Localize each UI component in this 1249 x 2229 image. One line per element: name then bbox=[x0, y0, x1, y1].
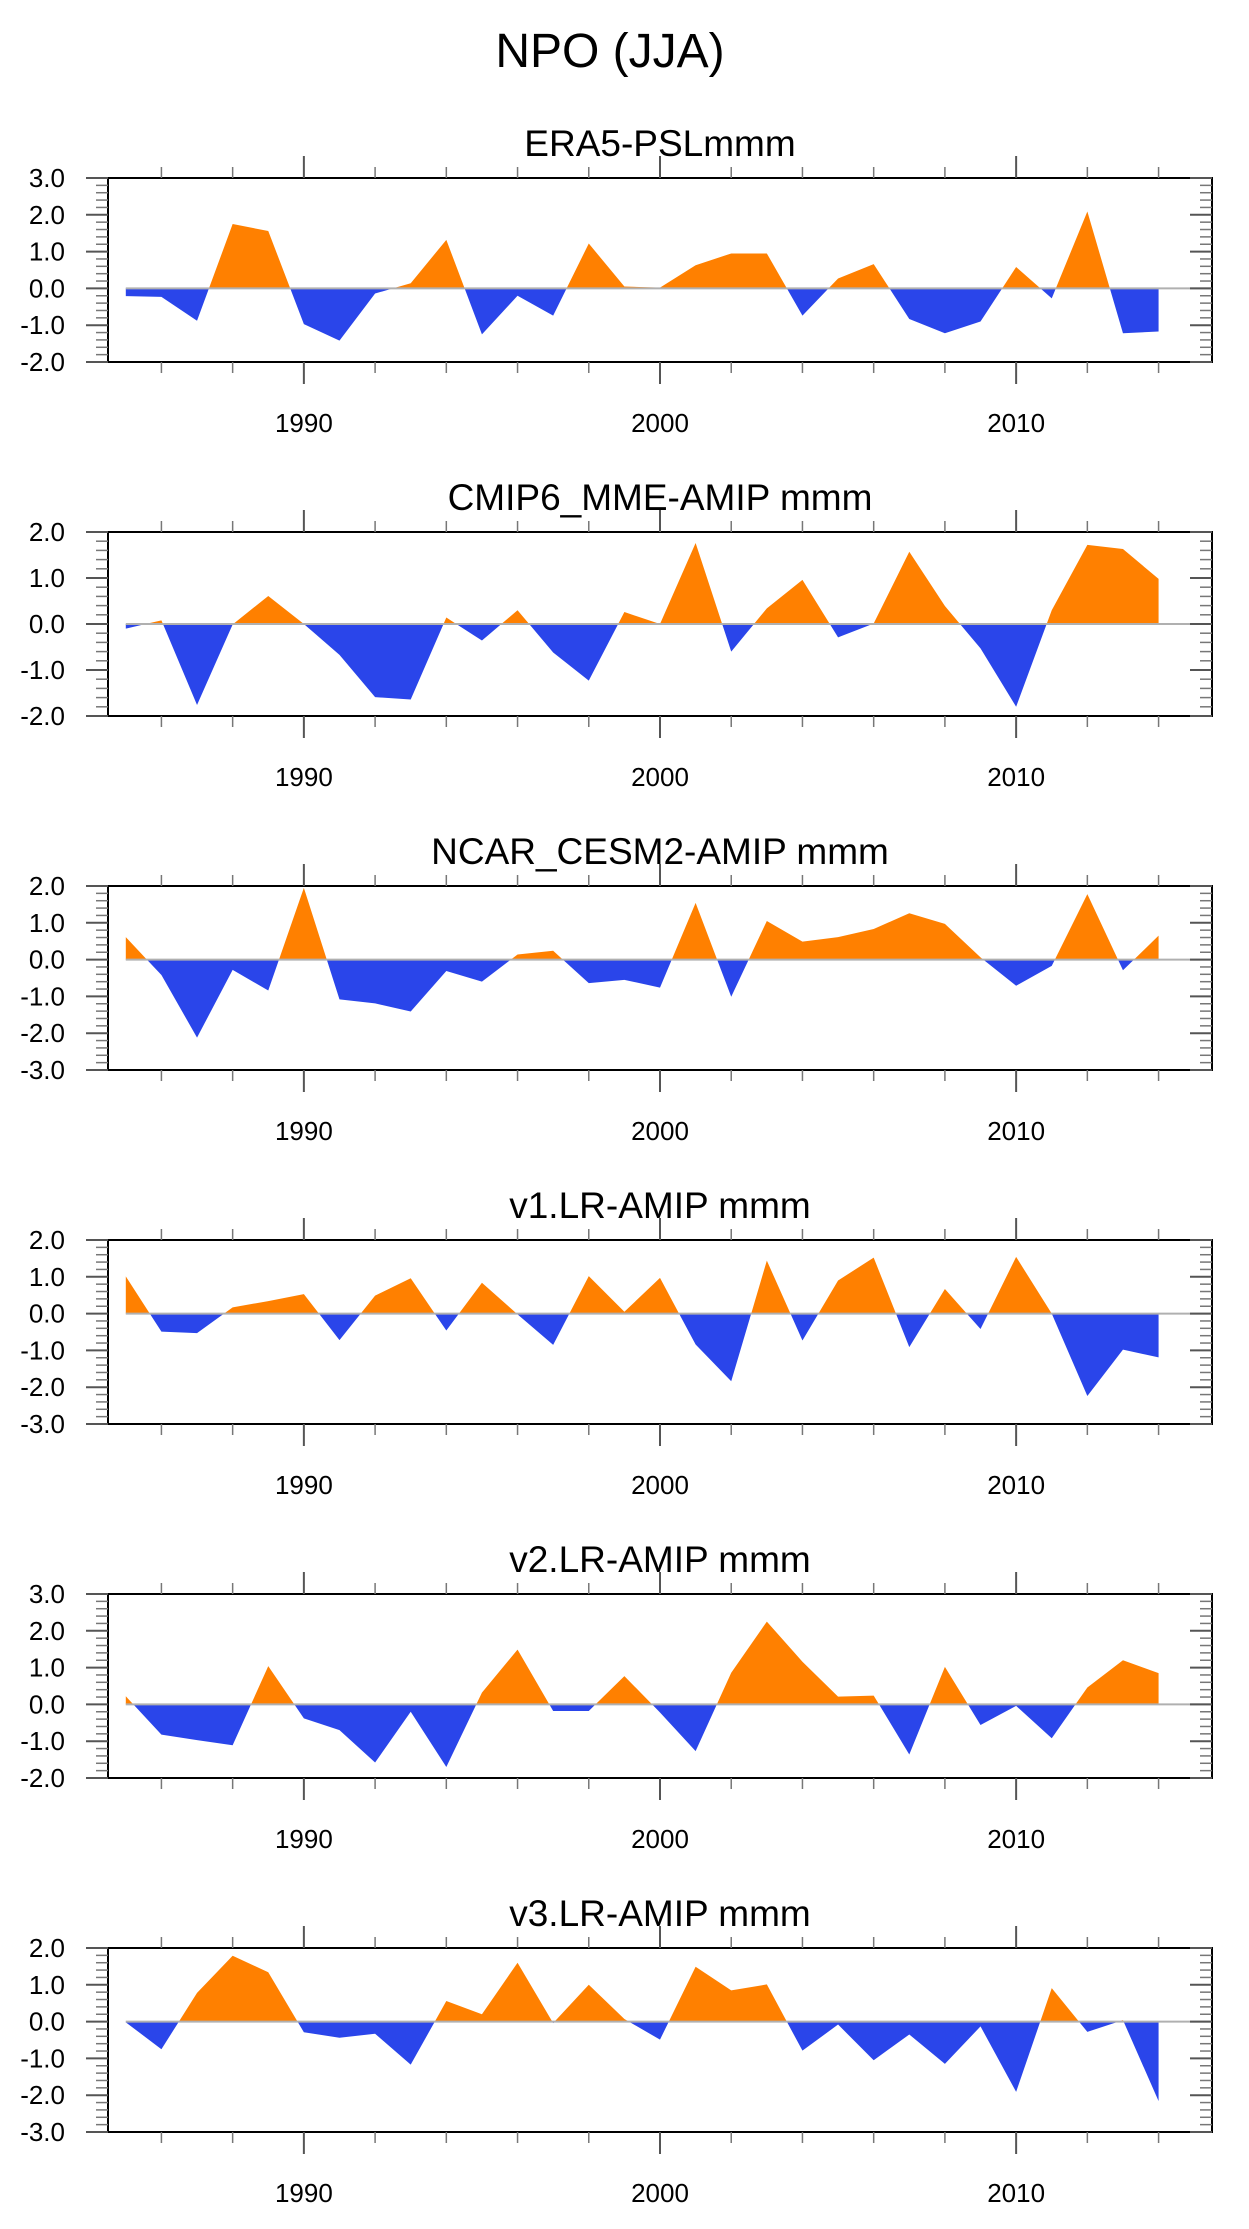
y-tick-label: -1.0 bbox=[20, 981, 65, 1011]
positive-area bbox=[125, 211, 1159, 289]
x-tick-label: 2000 bbox=[631, 1470, 689, 1500]
area-fills bbox=[125, 1256, 1159, 1397]
x-tick-label: 1990 bbox=[275, 2178, 333, 2208]
y-tick-label: -1.0 bbox=[20, 2043, 65, 2073]
x-tick-label: 2000 bbox=[631, 762, 689, 792]
x-tick-label: 2010 bbox=[987, 408, 1045, 438]
y-tick-label: 2.0 bbox=[29, 1616, 65, 1646]
y-tick-label: 3.0 bbox=[29, 163, 65, 193]
y-tick-label: -2.0 bbox=[20, 347, 65, 377]
area-fills bbox=[125, 543, 1159, 707]
y-tick-label: -2.0 bbox=[20, 2080, 65, 2110]
x-tick-label: 2010 bbox=[987, 1470, 1045, 1500]
y-tick-label: -2.0 bbox=[20, 1763, 65, 1793]
y-tick-label: -3.0 bbox=[20, 2117, 65, 2147]
y-tick-label: 1.0 bbox=[29, 563, 65, 593]
x-tick-label: 2000 bbox=[631, 1116, 689, 1146]
positive-area bbox=[125, 887, 1159, 960]
y-tick-label: 2.0 bbox=[29, 517, 65, 547]
x-tick-label: 1990 bbox=[275, 1470, 333, 1500]
area-fills bbox=[125, 1955, 1159, 2102]
y-tick-label: 1.0 bbox=[29, 237, 65, 267]
x-tick-label: 2010 bbox=[987, 762, 1045, 792]
negative-area bbox=[125, 624, 1159, 707]
y-tick-label: 0.0 bbox=[29, 945, 65, 975]
positive-area bbox=[125, 543, 1159, 624]
x-tick-label: 2010 bbox=[987, 2178, 1045, 2208]
y-tick-label: 0.0 bbox=[29, 609, 65, 639]
y-tick-label: 0.0 bbox=[29, 273, 65, 303]
y-tick-label: 0.0 bbox=[29, 1689, 65, 1719]
figure-title: NPO (JJA) bbox=[495, 25, 724, 78]
y-tick-label: -1.0 bbox=[20, 1726, 65, 1756]
y-tick-label: -3.0 bbox=[20, 1409, 65, 1439]
y-tick-label: -2.0 bbox=[20, 1018, 65, 1048]
panel-3: NCAR_CESM2-AMIP mmm2.01.00.0-1.0-2.0-3.0… bbox=[20, 831, 1213, 1146]
y-tick-label: -2.0 bbox=[20, 1372, 65, 1402]
negative-area bbox=[125, 1313, 1159, 1397]
y-tick-label: 2.0 bbox=[29, 200, 65, 230]
x-tick-label: 2000 bbox=[631, 1824, 689, 1854]
x-tick-label: 1990 bbox=[275, 1116, 333, 1146]
y-tick-label: 2.0 bbox=[29, 1933, 65, 1963]
y-tick-label: -1.0 bbox=[20, 655, 65, 685]
y-tick-label: 1.0 bbox=[29, 1262, 65, 1292]
area-fills bbox=[125, 1621, 1159, 1767]
y-tick-label: 1.0 bbox=[29, 1970, 65, 2000]
x-tick-label: 1990 bbox=[275, 1824, 333, 1854]
y-tick-label: 0.0 bbox=[29, 2007, 65, 2037]
y-tick-label: 2.0 bbox=[29, 1225, 65, 1255]
positive-area bbox=[125, 1955, 1159, 2022]
x-tick-label: 2010 bbox=[987, 1824, 1045, 1854]
x-tick-label: 1990 bbox=[275, 762, 333, 792]
y-tick-label: 1.0 bbox=[29, 1653, 65, 1683]
positive-area bbox=[125, 1256, 1159, 1314]
negative-area bbox=[125, 959, 1159, 1038]
x-tick-label: 2000 bbox=[631, 2178, 689, 2208]
negative-area bbox=[125, 1704, 1159, 1767]
y-tick-label: -1.0 bbox=[20, 1335, 65, 1365]
x-tick-label: 2010 bbox=[987, 1116, 1045, 1146]
area-fills bbox=[125, 211, 1159, 341]
x-tick-label: 1990 bbox=[275, 408, 333, 438]
negative-area bbox=[125, 2021, 1159, 2102]
y-tick-label: -1.0 bbox=[20, 310, 65, 340]
negative-area bbox=[125, 288, 1159, 341]
y-tick-label: 1.0 bbox=[29, 908, 65, 938]
y-tick-label: -2.0 bbox=[20, 701, 65, 731]
x-tick-label: 2000 bbox=[631, 408, 689, 438]
y-tick-label: -3.0 bbox=[20, 1055, 65, 1085]
y-tick-label: 3.0 bbox=[29, 1579, 65, 1609]
y-tick-label: 2.0 bbox=[29, 871, 65, 901]
area-fills bbox=[125, 887, 1159, 1038]
y-tick-label: 0.0 bbox=[29, 1299, 65, 1329]
